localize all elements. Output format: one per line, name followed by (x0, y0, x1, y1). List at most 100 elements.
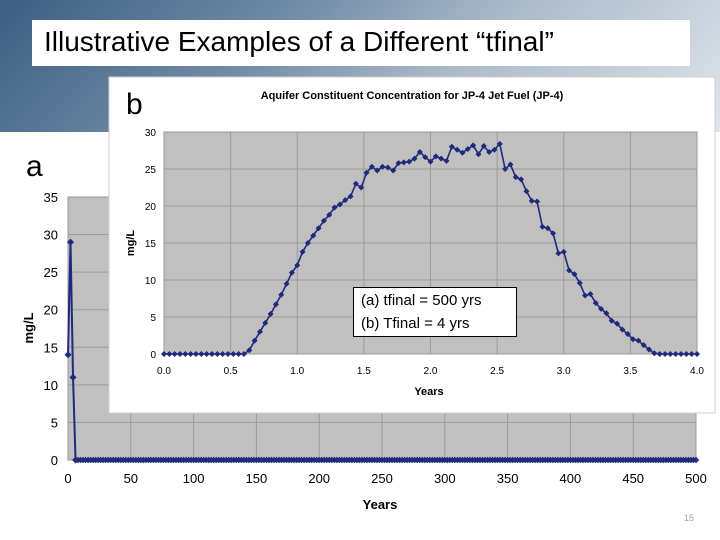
chart-b-data-point (336, 201, 343, 208)
chart-a-x-tick-label: 500 (685, 471, 707, 486)
chart-b-data-point (646, 346, 653, 353)
chart-b-data-point (288, 269, 295, 276)
chart-b-data-point (203, 351, 210, 357)
chart-b-data-point (518, 176, 525, 183)
chart-b-data-point (246, 347, 253, 354)
chart-a-x-axis-title: Years (363, 497, 398, 512)
chart-b-data-point (571, 271, 578, 278)
tfinal-note-line-a: (a) tfinal = 500 yrs (361, 292, 482, 309)
chart-b-data-point (256, 328, 263, 335)
chart-b-data-point (496, 140, 503, 147)
chart-b-data-point (187, 351, 194, 357)
chart-a-y-tick-label: 35 (44, 190, 58, 205)
chart-b-data-point (528, 197, 535, 204)
chart-a-y-tick-label: 15 (44, 340, 58, 355)
chart-b-data-point (587, 291, 594, 298)
chart-b-data-point (672, 351, 679, 357)
chart-b-y-tick-label: 5 (150, 313, 156, 324)
chart-a-data-point (692, 456, 700, 464)
chart-b-data-point (603, 310, 610, 317)
chart-b-data-point (182, 351, 189, 357)
chart-b-x-tick-label: 3.0 (557, 366, 571, 377)
chart-b-data-point (208, 351, 215, 357)
chart-b-x-tick-label: 1.0 (290, 366, 304, 377)
chart-b-y-tick-label: 0 (150, 350, 156, 361)
chart-b: Aquifer Constituent Concentration for JP… (108, 76, 716, 414)
chart-b-data-point (624, 331, 631, 338)
chart-b-data-point (438, 155, 445, 162)
chart-b-x-tick-label: 3.5 (623, 366, 637, 377)
chart-b-data-point (512, 174, 519, 181)
chart-b-y-tick-label: 30 (145, 128, 157, 139)
chart-b-data-point (582, 292, 589, 299)
chart-b-data-point (667, 351, 674, 357)
chart-b-data-point (544, 225, 551, 232)
chart-b-data-point (368, 163, 375, 170)
chart-b-x-tick-label: 2.0 (424, 366, 438, 377)
chart-b-y-tick-label: 25 (145, 165, 157, 176)
chart-b-data-point (219, 351, 226, 357)
chart-b-data-point (299, 248, 306, 255)
chart-b-x-tick-label: 0.5 (224, 366, 238, 377)
chart-b-data-point (283, 280, 290, 287)
chart-b-data-point (683, 351, 690, 357)
chart-b-data-point (560, 248, 567, 255)
chart-b-data-point (486, 148, 493, 155)
chart-b-data-point (448, 143, 455, 150)
chart-b-x-tick-label: 2.5 (490, 366, 504, 377)
chart-b-data-point (688, 351, 695, 357)
chart-a-y-tick-label: 10 (44, 378, 58, 393)
tfinal-note-line-b: (b) Tfinal = 4 yrs (361, 315, 470, 332)
chart-b-data-point (198, 351, 205, 357)
chart-b-data-point (384, 164, 391, 171)
chart-b-data-point (640, 342, 647, 349)
chart-b-data-point (464, 146, 471, 153)
chart-a-x-tick-label: 400 (560, 471, 582, 486)
chart-b-data-point (352, 180, 359, 187)
chart-b-data-point (400, 159, 407, 166)
chart-b-data-point (427, 158, 434, 165)
chart-b-data-point (315, 225, 322, 232)
chart-b-x-tick-label: 0.0 (157, 366, 171, 377)
chart-b-data-point (374, 167, 381, 174)
chart-b-data-point (320, 217, 327, 224)
chart-b-x-tick-label: 4.0 (690, 366, 704, 377)
chart-b-data-point (310, 232, 317, 239)
chart-b-data-point (379, 163, 386, 170)
chart-b-data-point (534, 198, 541, 205)
chart-b-data-point (171, 351, 178, 357)
chart-b-data-point (550, 230, 557, 237)
chart-a-x-tick-label: 150 (246, 471, 268, 486)
chart-b-data-point (416, 148, 423, 155)
chart-a-y-tick-label: 30 (44, 228, 58, 243)
chart-b-data-point (235, 351, 242, 357)
chart-b-data-point (294, 262, 301, 269)
chart-b-data-point (161, 351, 167, 357)
chart-a-data-point (69, 373, 77, 381)
chart-b-label: b (126, 88, 143, 121)
chart-b-data-point (278, 291, 285, 298)
chart-b-data-point (523, 188, 530, 195)
chart-b-data-point (443, 157, 450, 164)
chart-b-data-point (192, 351, 199, 357)
chart-a-x-tick-label: 250 (371, 471, 393, 486)
chart-a-y-tick-label: 20 (44, 303, 58, 318)
chart-b-data-point (475, 151, 482, 158)
chart-b-data-point (267, 311, 274, 318)
chart-b-data-point (176, 351, 183, 357)
chart-a-x-tick-label: 0 (64, 471, 71, 486)
chart-b-data-point (363, 169, 370, 176)
chart-b-data-point (342, 197, 349, 204)
chart-b-data-point (411, 155, 418, 162)
title-box: Illustrative Examples of a Different “tf… (32, 20, 690, 66)
chart-b-data-point (491, 146, 498, 153)
chart-a-x-tick-label: 450 (622, 471, 644, 486)
chart-b-data-point (358, 184, 365, 191)
chart-b-data-point (576, 279, 583, 286)
chart-b-data-point (470, 142, 477, 149)
chart-b-data-point (262, 319, 269, 326)
chart-b-data-point (347, 193, 354, 200)
chart-b-data-point (480, 143, 487, 150)
chart-b-data-point (507, 161, 514, 168)
